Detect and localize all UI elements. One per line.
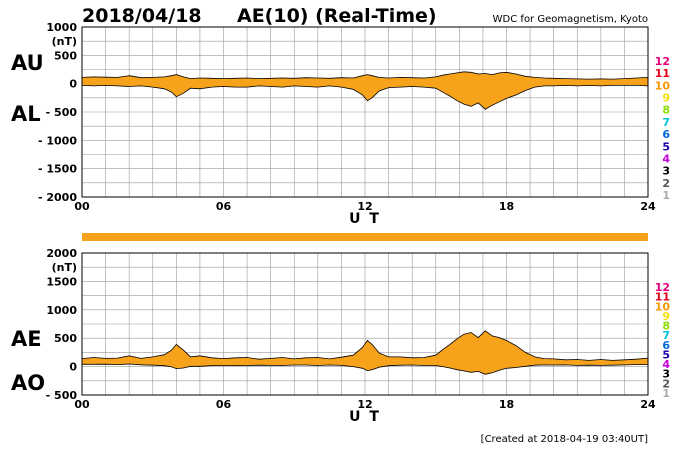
ae-ao-xlabel: U T (349, 409, 381, 425)
station-label: 10 (655, 79, 671, 92)
y-tick-label: 1000 (46, 21, 77, 34)
station-label: 7 (662, 329, 670, 342)
ae-label: AE (11, 327, 42, 351)
x-tick-label: 00 (74, 200, 90, 213)
station-label: 3 (662, 165, 670, 178)
au-al-xlabel: U T (349, 211, 381, 227)
ao-label: AO (11, 371, 45, 395)
station-label: 3 (662, 368, 670, 381)
y-tick-label: - 1500 (38, 163, 77, 176)
date-title: 2018/04/18 (82, 5, 202, 27)
al-label: AL (11, 102, 41, 126)
au-label: AU (11, 51, 44, 75)
series-line-al (81, 84, 649, 110)
x-tick-label: 24 (640, 200, 656, 213)
au-al-frame (81, 26, 649, 198)
x-tick-label: 06 (216, 200, 232, 213)
station-label: 10 (655, 300, 671, 313)
au-al-x-axis: 00 06 12 18 24 (74, 200, 656, 213)
index-band-fill (82, 330, 648, 375)
y-tick-label: - 2000 (38, 191, 77, 204)
station-label: 6 (662, 339, 670, 352)
station-label: 12 (655, 55, 670, 68)
station-label: 1 (662, 387, 670, 400)
station-label: 12 (655, 281, 670, 294)
station-label: 11 (655, 67, 670, 80)
y-tick-label: - 1000 (38, 134, 77, 147)
ae-ao-y-axis: 2000 1500 1000 500 0 - 500 (46, 247, 78, 402)
station-label: 4 (662, 152, 670, 165)
y-tick-label: 0 (69, 78, 77, 91)
ae-ao-frame (81, 252, 649, 396)
station-label: 1 (662, 189, 670, 202)
station-label: 2 (662, 377, 670, 390)
ae-ao-plot (81, 330, 649, 375)
y-tick-label: 500 (54, 332, 77, 345)
station-label: 2 (662, 177, 670, 190)
ae-ao-ylabel: (nT) (52, 261, 77, 274)
series-line-ao (82, 363, 648, 375)
station-label: 9 (662, 310, 670, 323)
ae-ao-grid (82, 253, 648, 395)
x-tick-label: 06 (216, 398, 232, 411)
y-tick-label: 2000 (46, 247, 77, 260)
y-tick-label: 1500 (46, 275, 77, 288)
index-band-fill (82, 71, 648, 110)
station-coverage-bar (82, 233, 648, 241)
station-label: 6 (662, 128, 670, 141)
au-al-grid (82, 27, 648, 197)
x-tick-label: 24 (640, 398, 656, 411)
station-label: 5 (662, 140, 670, 153)
x-tick-label: 00 (74, 398, 90, 411)
x-tick-label: 12 (357, 200, 372, 213)
y-tick-label: 0 (69, 361, 77, 374)
created-timestamp: [Created at 2018-04-19 03:40UT] (481, 434, 648, 445)
y-tick-label: - 500 (46, 106, 78, 119)
au-al-plot (81, 71, 649, 110)
x-tick-label: 12 (357, 398, 372, 411)
au-al-ylabel: (nT) (52, 35, 77, 48)
station-label: 11 (655, 291, 670, 304)
y-tick-label: 500 (54, 49, 77, 62)
station-label: 5 (662, 348, 670, 361)
series-line-ae (81, 330, 649, 361)
y-tick-label: 1000 (46, 304, 77, 317)
x-tick-label: 18 (499, 398, 514, 411)
station-label: 4 (662, 358, 670, 371)
au-al-y-axis: 1000 500 0 - 500 - 1000 - 1500 - 2000 (38, 21, 77, 204)
station-label: 8 (662, 320, 670, 333)
series-line-au (81, 71, 649, 80)
y-tick-label: - 500 (46, 389, 78, 402)
station-label: 8 (662, 104, 670, 117)
organization-label: WDC for Geomagnetism, Kyoto (493, 14, 648, 25)
station-label: 9 (662, 92, 670, 105)
x-tick-label: 18 (499, 200, 514, 213)
ae-ao-x-axis: 00 06 12 18 24 (74, 398, 656, 411)
index-title: AE(10) (Real-Time) (237, 5, 437, 27)
station-label: 7 (662, 116, 670, 129)
